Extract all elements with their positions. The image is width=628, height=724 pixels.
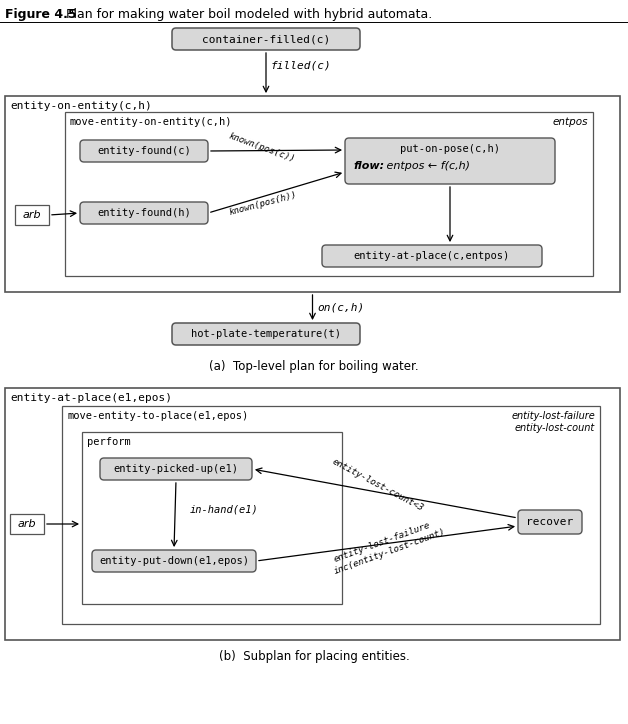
Text: Figure 4.5: Figure 4.5 — [5, 8, 77, 21]
FancyBboxPatch shape — [518, 510, 582, 534]
Text: Plan for making water boil modeled with hybrid automata.: Plan for making water boil modeled with … — [62, 8, 432, 21]
Text: entity-found(c): entity-found(c) — [97, 146, 191, 156]
Text: entity-found(h): entity-found(h) — [97, 208, 191, 218]
FancyBboxPatch shape — [322, 245, 542, 267]
Text: inc(entity-lost-count): inc(entity-lost-count) — [333, 528, 447, 576]
FancyBboxPatch shape — [92, 550, 256, 572]
Text: arb: arb — [23, 210, 41, 220]
Bar — [5, 388, 620, 640]
Text: arb: arb — [18, 519, 36, 529]
Text: move-entity-to-place(e1,epos): move-entity-to-place(e1,epos) — [67, 411, 248, 421]
Text: entity-lost-failure: entity-lost-failure — [332, 521, 431, 564]
Text: filled(c): filled(c) — [271, 61, 332, 71]
Bar — [15, 205, 49, 225]
Text: known(pos(h)): known(pos(h)) — [228, 190, 298, 217]
Text: put-on-pose(c,h): put-on-pose(c,h) — [400, 144, 500, 154]
Text: entpos ← f(c,h): entpos ← f(c,h) — [383, 161, 470, 171]
Bar — [62, 406, 600, 624]
Text: entity-put-down(e1,epos): entity-put-down(e1,epos) — [99, 556, 249, 566]
Text: on(c,h): on(c,h) — [318, 303, 365, 313]
FancyBboxPatch shape — [172, 323, 360, 345]
Bar — [65, 112, 593, 276]
Bar — [5, 96, 620, 292]
Text: known(pos(c)): known(pos(c)) — [228, 132, 297, 164]
Text: entity-at-place(c,entpos): entity-at-place(c,entpos) — [354, 251, 510, 261]
Text: entity-on-entity(c,h): entity-on-entity(c,h) — [10, 101, 152, 111]
Text: recover: recover — [526, 517, 573, 527]
Text: entity-lost-count: entity-lost-count — [515, 423, 595, 433]
Bar — [10, 514, 44, 534]
FancyBboxPatch shape — [345, 138, 555, 184]
Text: (a)  Top-level plan for boiling water.: (a) Top-level plan for boiling water. — [209, 360, 419, 373]
Text: entity-lost-count<3: entity-lost-count<3 — [331, 457, 425, 513]
Text: entity-picked-up(e1): entity-picked-up(e1) — [114, 464, 239, 474]
Text: flow:: flow: — [353, 161, 384, 171]
Text: entity-lost-failure: entity-lost-failure — [511, 411, 595, 421]
FancyBboxPatch shape — [172, 28, 360, 50]
Text: entity-at-place(e1,epos): entity-at-place(e1,epos) — [10, 393, 172, 403]
Text: (b)  Subplan for placing entities.: (b) Subplan for placing entities. — [219, 650, 409, 663]
FancyBboxPatch shape — [80, 202, 208, 224]
FancyBboxPatch shape — [80, 140, 208, 162]
FancyBboxPatch shape — [100, 458, 252, 480]
Text: move-entity-on-entity(c,h): move-entity-on-entity(c,h) — [70, 117, 232, 127]
Text: container-filled(c): container-filled(c) — [202, 34, 330, 44]
Text: hot-plate-temperature(t): hot-plate-temperature(t) — [191, 329, 341, 339]
Text: entpos: entpos — [553, 117, 588, 127]
Bar — [82, 432, 342, 604]
Text: perform: perform — [87, 437, 131, 447]
Text: in-hand(e1): in-hand(e1) — [190, 505, 259, 515]
